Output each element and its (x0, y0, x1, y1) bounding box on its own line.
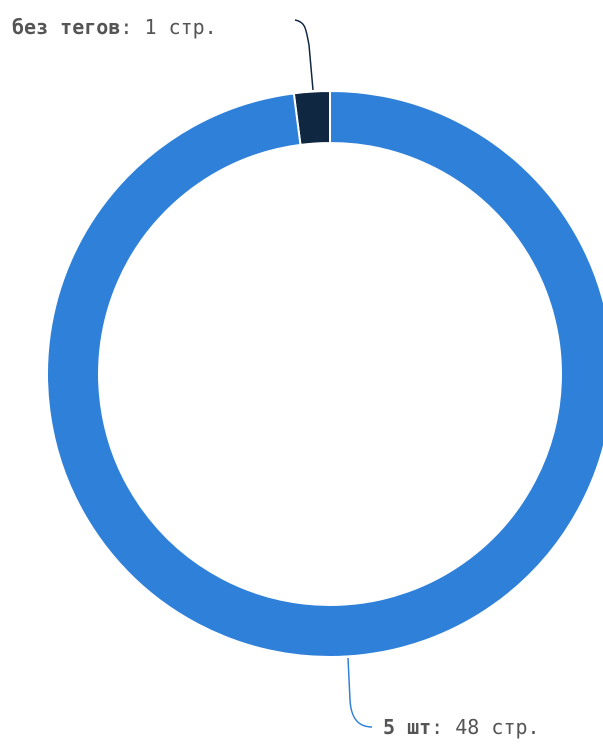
donut-slices (46, 89, 603, 658)
slice-5-pcs (46, 89, 603, 658)
slice-label-5-pcs: 5 шт: 48 стр. (383, 715, 540, 739)
slice-unit-5-pcs: стр. (491, 715, 539, 739)
slice-value-no-tags: 1 (144, 15, 156, 39)
slice-name-5-pcs: 5 шт (383, 715, 431, 739)
leader-lines (294, 19, 373, 728)
leader-line-5-pcs (347, 657, 373, 728)
leader-line-no-tags (294, 19, 314, 91)
slice-name-no-tags: без тегов (12, 15, 120, 39)
slice-label-no-tags: без тегов: 1 стр. (12, 15, 217, 39)
slice-unit-no-tags: стр. (169, 15, 217, 39)
slice-value-5-pcs: 48 (455, 715, 479, 739)
